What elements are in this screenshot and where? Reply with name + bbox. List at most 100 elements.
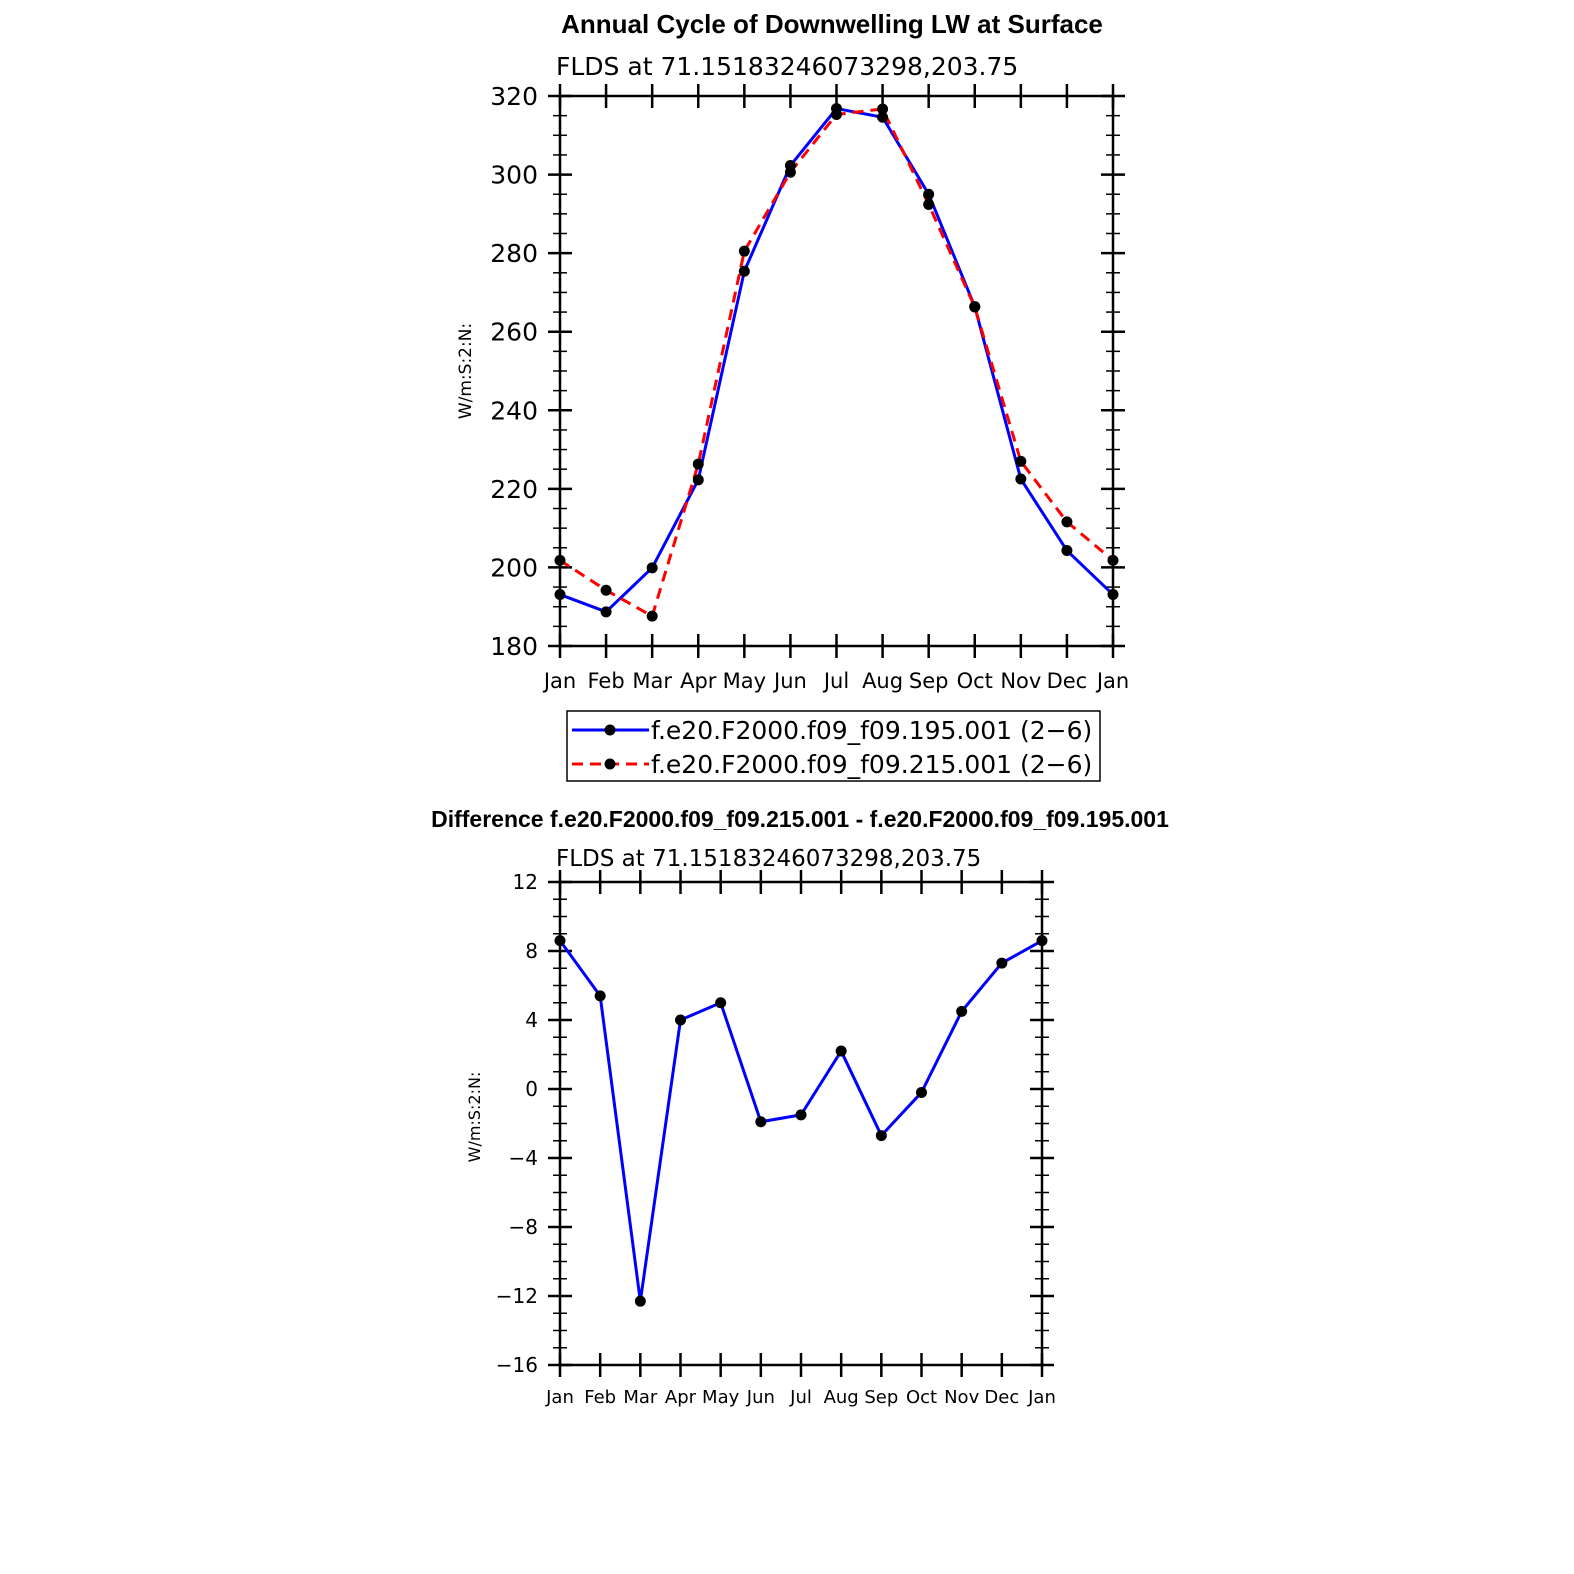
x-tick-label: Jun [772, 669, 807, 693]
bottom-panel: Difference f.e20.F2000.f09_f09.215.001 -… [431, 806, 1169, 1408]
legend-marker-series-b [604, 758, 616, 770]
data-point-b [923, 198, 935, 210]
data-point-a [738, 265, 750, 277]
data-point-a [795, 1109, 807, 1121]
x-tick-label: Feb [584, 1387, 616, 1408]
top-series-markers [554, 103, 1119, 622]
data-point-a [692, 474, 704, 486]
x-tick-label: Jan [1027, 1387, 1056, 1408]
data-point-a [715, 997, 727, 1009]
x-tick-label: Jan [542, 669, 576, 693]
legend-label-series-b: f.e20.F2000.f09_f09.215.001 (2−6) [651, 750, 1092, 779]
y-tick-label: 260 [490, 318, 538, 347]
x-tick-label: Apr [680, 669, 717, 693]
x-tick-label: May [723, 669, 766, 693]
y-tick-label: 180 [490, 632, 538, 661]
top-x-tick-labels: Jan Feb Mar Apr May Jun Jul Aug Sep Oct Nov Dec Jan [542, 669, 1129, 693]
bottom-chart-subtitle: FLDS at 71.15183246073298,203.75 [556, 846, 981, 872]
x-tick-label: Nov [1000, 669, 1041, 693]
data-point-b [831, 108, 842, 120]
x-tick-label: Jul [789, 1387, 812, 1408]
series-line-b [559, 107, 1114, 618]
bottom-axis-ticks [548, 870, 1054, 1377]
data-point-a [600, 606, 612, 618]
x-tick-label: Aug [824, 1387, 859, 1408]
data-point-b [1061, 516, 1073, 528]
data-point-a [835, 1045, 847, 1057]
x-tick-label: Jan [1095, 669, 1129, 693]
bottom-plot-frame [558, 880, 1044, 1367]
data-point-a [594, 990, 606, 1002]
top-series-lines [559, 107, 1115, 618]
y-tick-label: 280 [490, 239, 538, 268]
bottom-series-lines [558, 939, 1043, 1303]
data-point-b [877, 103, 889, 115]
data-point-b [738, 245, 750, 257]
data-point-a [916, 1086, 927, 1098]
x-tick-label: Nov [944, 1387, 979, 1408]
x-tick-label: Mar [623, 1387, 658, 1408]
x-tick-label: Feb [587, 669, 624, 693]
y-tick-label: 200 [490, 553, 538, 582]
y-tick-label: 320 [490, 82, 538, 111]
data-point-b [784, 166, 796, 178]
data-point-b [646, 610, 658, 622]
x-tick-label: Dec [1047, 669, 1088, 693]
x-tick-label: Jan [545, 1387, 574, 1408]
data-point-a [675, 1014, 686, 1026]
x-tick-label: May [702, 1387, 740, 1408]
bottom-x-tick-labels: Jan Feb Mar Apr May Jun Jul Aug Sep Oct Nov Dec Jan [545, 1387, 1056, 1408]
top-legend: f.e20.F2000.f09_f09.195.001 (2−6) f.e20.… [566, 710, 1101, 782]
y-tick-label: 300 [490, 161, 538, 190]
data-point-a [646, 562, 658, 574]
data-point-a [875, 1130, 887, 1142]
y-tick-label: −16 [496, 1353, 538, 1377]
legend-marker-series-a [604, 724, 616, 736]
data-point-a [877, 111, 889, 123]
y-tick-label: 4 [525, 1008, 538, 1032]
data-point-b [600, 584, 612, 596]
legend-entry-series-b: f.e20.F2000.f09_f09.215.001 (2−6) [572, 750, 1092, 779]
data-point-a [755, 1116, 767, 1128]
x-tick-label: Apr [665, 1387, 697, 1408]
series-line-a [559, 107, 1115, 614]
y-tick-label: 12 [513, 870, 538, 894]
data-point-b [692, 458, 704, 470]
data-point-b [969, 301, 981, 313]
x-tick-label: Sep [909, 669, 949, 693]
y-tick-label: −8 [509, 1215, 538, 1239]
top-plot-frame [558, 94, 1115, 648]
bottom-y-tick-labels: −16 −12 −8 −4 0 4 8 12 [496, 870, 538, 1377]
x-tick-label: Oct [906, 1387, 937, 1408]
y-tick-label: −4 [509, 1146, 538, 1170]
y-tick-label: 240 [490, 396, 538, 425]
x-tick-label: Aug [862, 669, 903, 693]
x-tick-label: Mar [632, 669, 672, 693]
top-y-axis-label: W/m:S:2:N: [456, 323, 476, 419]
y-tick-label: 220 [490, 475, 538, 504]
data-point-a [996, 957, 1008, 969]
x-tick-label: Sep [864, 1387, 898, 1408]
data-point-a [1061, 545, 1073, 557]
top-chart-title: Annual Cycle of Downwelling LW at Surfac… [561, 9, 1103, 39]
data-point-a [923, 188, 935, 200]
y-tick-label: 0 [525, 1077, 538, 1101]
x-tick-label: Jun [746, 1387, 775, 1408]
data-point-a [956, 1005, 968, 1017]
legend-box [566, 710, 1101, 782]
data-point-a [1015, 473, 1027, 485]
bottom-chart-title: Difference f.e20.F2000.f09_f09.215.001 -… [431, 806, 1169, 832]
top-axis-ticks [548, 84, 1125, 658]
series-line-a [558, 939, 1043, 1303]
y-tick-label: 8 [525, 939, 538, 963]
top-chart-subtitle: FLDS at 71.15183246073298,203.75 [556, 52, 1018, 81]
bottom-series-markers [554, 935, 1048, 1307]
x-tick-label: Jul [822, 669, 849, 693]
data-point-b [1015, 455, 1027, 467]
data-point-a [634, 1295, 646, 1307]
y-tick-label: −12 [496, 1284, 538, 1308]
legend-entry-series-a: f.e20.F2000.f09_f09.195.001 (2−6) [572, 716, 1092, 745]
top-y-tick-labels: 180 200 220 240 260 280 300 320 [490, 82, 538, 661]
